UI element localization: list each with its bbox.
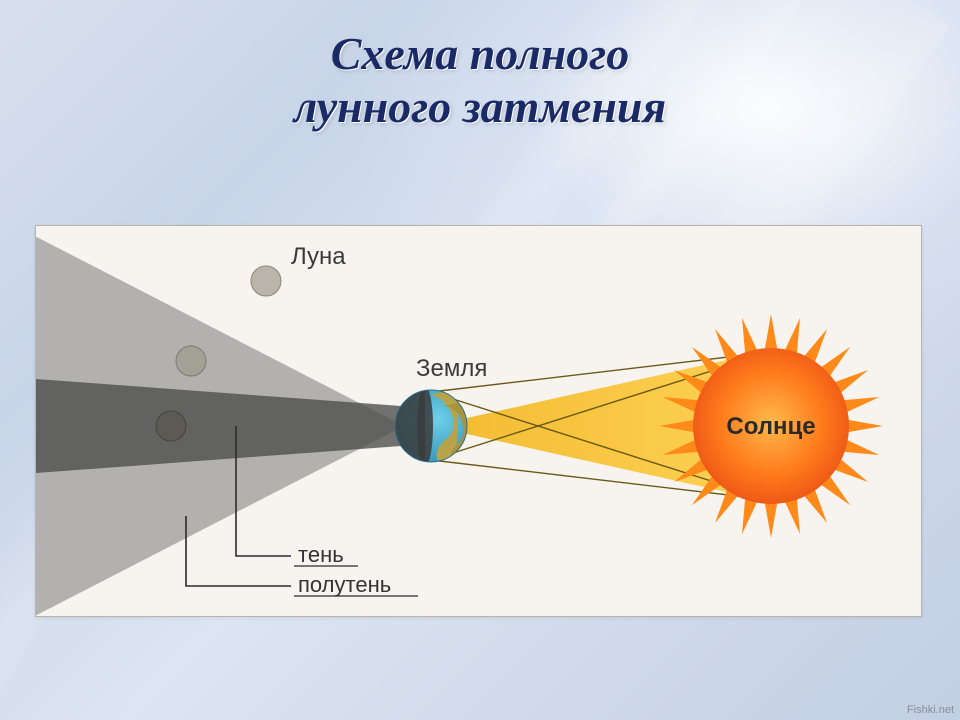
penumbra-label: полутень (298, 572, 391, 597)
earth-label: Земля (416, 355, 487, 382)
slide-title: Схема полного лунного затмения (0, 28, 960, 134)
moon-pos-3 (156, 411, 186, 441)
moon-label: Луна (291, 243, 346, 270)
eclipse-diagram: Солнце (36, 226, 921, 616)
title-line2: лунного затмения (294, 81, 666, 132)
sun: Солнце (659, 314, 883, 538)
slide-stage: Схема полного лунного затмения (0, 0, 960, 720)
moon-pos-1 (251, 266, 281, 296)
earth (395, 386, 470, 466)
umbra-label: тень (298, 542, 344, 567)
moon-pos-2 (176, 346, 206, 376)
sun-label: Солнце (726, 413, 815, 440)
watermark: Fishki.net (907, 704, 954, 716)
title-line1: Схема полного (331, 28, 630, 79)
diagram-panel: Солнце (35, 225, 922, 617)
